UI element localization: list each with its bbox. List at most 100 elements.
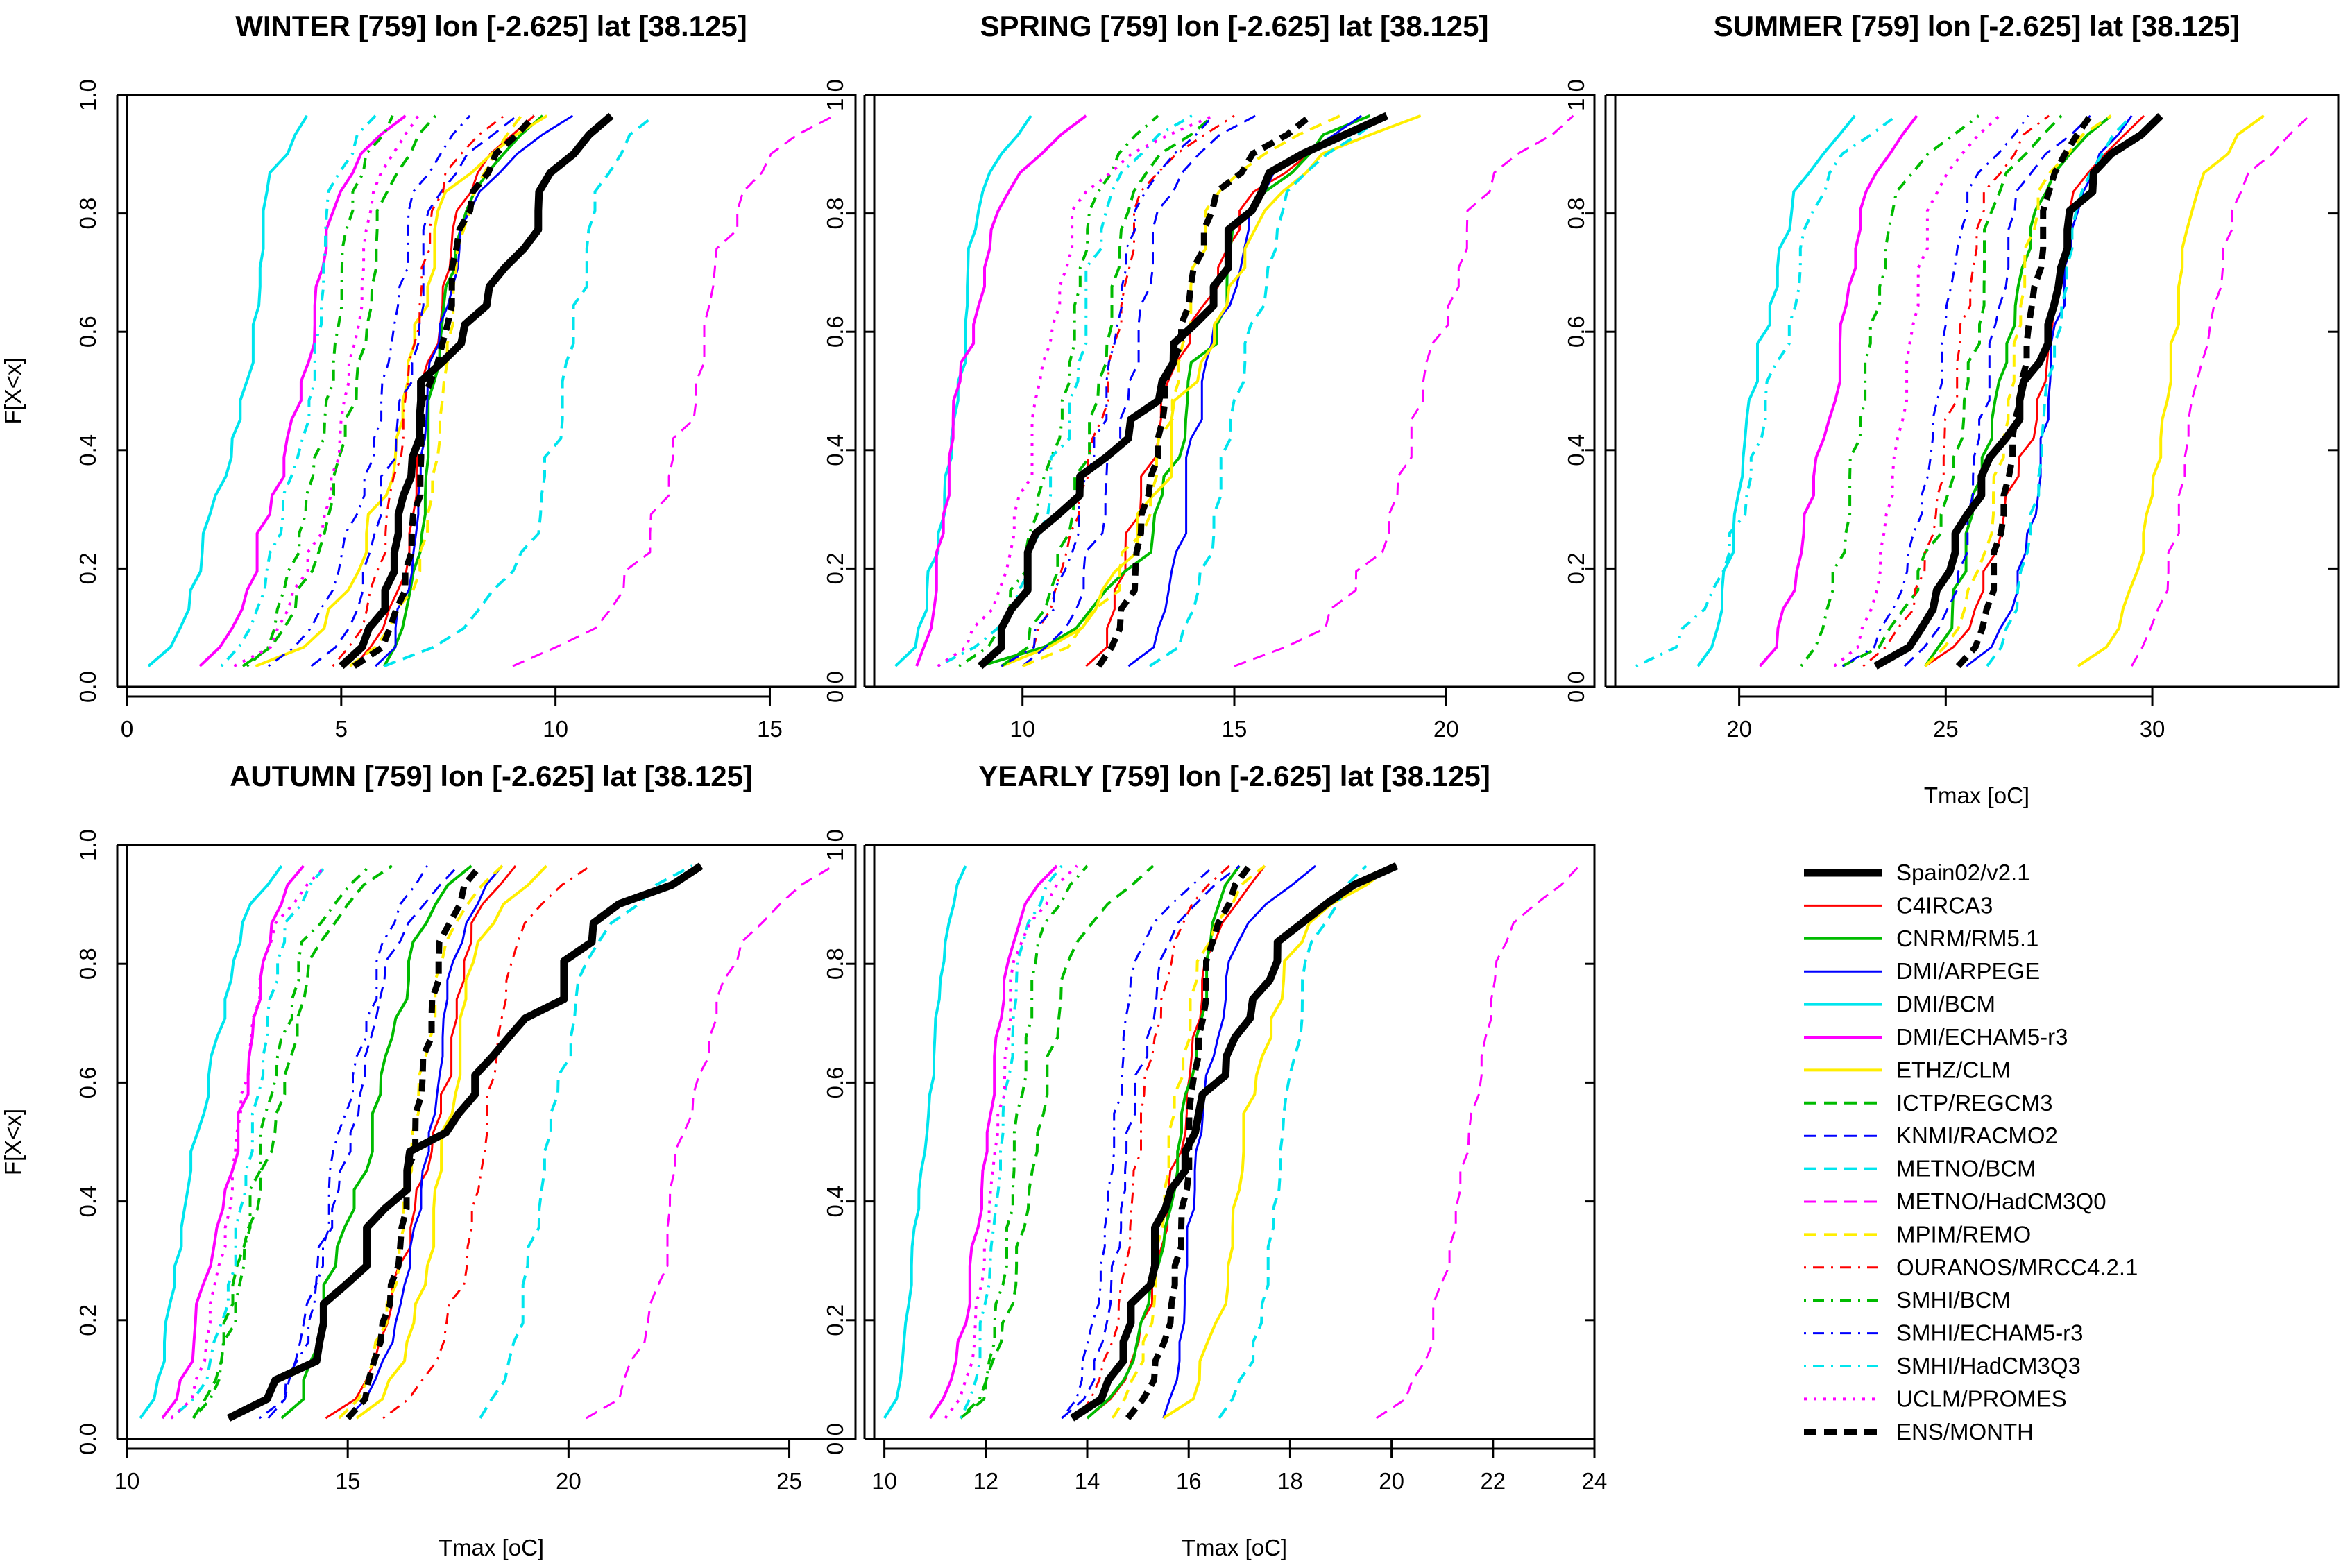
legend-label: OURANOS/MRCC4.2.1 [1896,1254,2138,1280]
y-tick-label: 0.2 [822,552,848,584]
x-tick-label: 20 [1433,716,1459,742]
legend-label: DMI/ARPEGE [1896,958,2040,984]
plot-frame [873,94,1596,688]
y-tick-label: 0.4 [1563,434,1589,466]
plot-frame [1614,94,2340,688]
cdf-line-cnrm-rm5-1 [1086,864,1241,1420]
cdf-line-dmi-bcm [147,114,309,667]
cdf-line-metno-hadcm3q0 [2130,114,2310,667]
cdf-line-smhi-bcm [959,864,1089,1420]
cdf-line-metno-bcm [479,864,693,1420]
cdf-line-ens-month [345,864,483,1421]
cdf-line-ouranos-mrcc4-2-1 [1001,114,1235,667]
legend-item: SMHI/ECHAM5-r3 [1804,1320,2084,1346]
x-tick-label: 12 [973,1468,998,1494]
y-tick-label: 0.4 [822,1186,848,1218]
legend-item: KNMI/RACMO2 [1804,1123,2058,1148]
cdf-line-smhi-echam5-r3 [259,865,428,1420]
cdf-line-smhi-bcm [246,115,394,667]
cdf-line-knmi-racmo2 [310,114,518,667]
cdf-line-ethz-clm [355,864,547,1420]
legend-label: KNMI/RACMO2 [1896,1123,2058,1148]
y-tick-label: 0.0 [75,671,101,703]
cdf-line-ethz-clm [1001,114,1422,667]
legend-item: DMI/BCM [1804,991,1995,1017]
legend-label: Spain02/v2.1 [1896,860,2030,885]
cdf-line-ens-month [352,113,537,669]
y-axis-label: F[X<x] [0,357,26,424]
legend-label: C4IRCA3 [1896,892,1993,918]
x-tick-label: 22 [1480,1468,1506,1494]
plot-frame [126,844,857,1440]
x-axis-label: Tmax [oC] [1182,1535,1287,1560]
legend: Spain02/v2.1 C4IRCA3 CNRM/RM5.1 DMI/ARPEGE D… [1804,860,2138,1445]
y-tick-label: 0.8 [75,948,101,980]
y-tick-label: 0.2 [75,552,101,584]
cdf-line-dmi-echam5-r3 [1758,114,1918,667]
y-tick-label: 0.0 [822,1423,848,1455]
y-tick-label: 0.8 [822,198,848,230]
panel-title: SUMMER [759] lon [-2.625] lat [38.125] [1714,10,2240,42]
cdf-line-mpim-remo [349,114,522,667]
cdf-line-smhi-hadcm3q3 [170,864,327,1420]
cdf-line-ouranos-mrcc4-2-1 [332,114,505,667]
cdf-line-metno-hadcm3q0 [1375,864,1581,1420]
cdf-line-smhi-echam5-r3 [1061,864,1215,1419]
y-tick-label: 0.0 [822,671,848,703]
legend-label: DMI/BCM [1896,991,1995,1017]
cdf-line-spain02-v2-1 [977,112,1389,670]
cdf-line-dmi-echam5-r3 [928,864,1058,1420]
legend-label: ENS/MONTH [1896,1419,2034,1445]
legend-label: SMHI/BCM [1896,1287,2011,1313]
x-tick-label: 10 [871,1468,897,1494]
cdf-line-ictp-regcm3 [241,114,437,667]
legend-label: SMHI/ECHAM5-r3 [1896,1320,2084,1346]
panel-summer: SUMMER [759] lon [-2.625] lat [38.125] 0.… [1563,10,2340,808]
cdf-line-mpim-remo [1111,864,1266,1420]
cdf-line-ictp-regcm3 [1001,114,1214,667]
y-tick-label: 1.0 [75,829,101,861]
legend-label: ETHZ/CLM [1896,1057,2011,1082]
legend-label: DMI/ECHAM5-r3 [1896,1024,2068,1050]
cdf-line-metno-bcm [1148,114,1383,667]
legend-item: MPIM/REMO [1804,1221,2031,1247]
cdf-line-ouranos-mrcc4-2-1 [1076,864,1230,1419]
cdf-line-dmi-echam5-r3 [915,114,1087,667]
x-tick-label: 0 [121,716,133,742]
y-tick-label: 1.0 [822,829,848,861]
y-tick-label: 0.6 [822,316,848,348]
y-tick-label: 0.8 [822,948,848,980]
x-tick-label: 20 [556,1468,581,1494]
y-tick-label: 0.4 [822,434,848,466]
y-tick-label: 0.2 [1563,552,1589,584]
legend-item: C4IRCA3 [1804,892,1993,918]
panel-title: SPRING [759] lon [-2.625] lat [38.125] [980,10,1489,42]
x-tick-label: 20 [1379,1468,1404,1494]
cdf-line-smhi-echam5-r3 [267,114,471,667]
cdf-line-spain02-v2-1 [339,112,614,670]
cdf-line-dmi-arpege [1162,864,1316,1419]
x-tick-label: 15 [757,716,783,742]
panel-yearly: YEARLY [759] lon [-2.625] lat [38.125] 0.… [822,760,1607,1560]
plot-frame [126,94,857,688]
series-lines [139,862,834,1422]
cdf-line-ictp-regcm3 [1841,114,2063,667]
cdf-line-ens-month [1096,113,1313,668]
series-lines [883,862,1581,1422]
cdf-line-ictp-regcm3 [191,864,393,1420]
x-tick-label: 10 [114,1468,140,1494]
legend-item: ENS/MONTH [1804,1419,2034,1445]
x-tick-label: 5 [335,716,348,742]
legend-item: METNO/HadCM3Q0 [1804,1188,2106,1214]
y-tick-label: 0.0 [1563,671,1589,703]
cdf-line-metno-bcm [1986,114,2133,667]
legend-item: OURANOS/MRCC4.2.1 [1804,1254,2138,1280]
cdf-line-dmi-echam5-r3 [161,864,305,1420]
y-axis-label: F[X<x] [0,1109,26,1175]
y-tick-label: 0.4 [75,434,101,466]
x-tick-label: 25 [1933,716,1959,742]
x-tick-label: 16 [1176,1468,1202,1494]
cdf-line-knmi-racmo2 [267,864,459,1419]
legend-item: ICTP/REGCM3 [1804,1090,2053,1116]
x-tick-label: 25 [776,1468,802,1494]
